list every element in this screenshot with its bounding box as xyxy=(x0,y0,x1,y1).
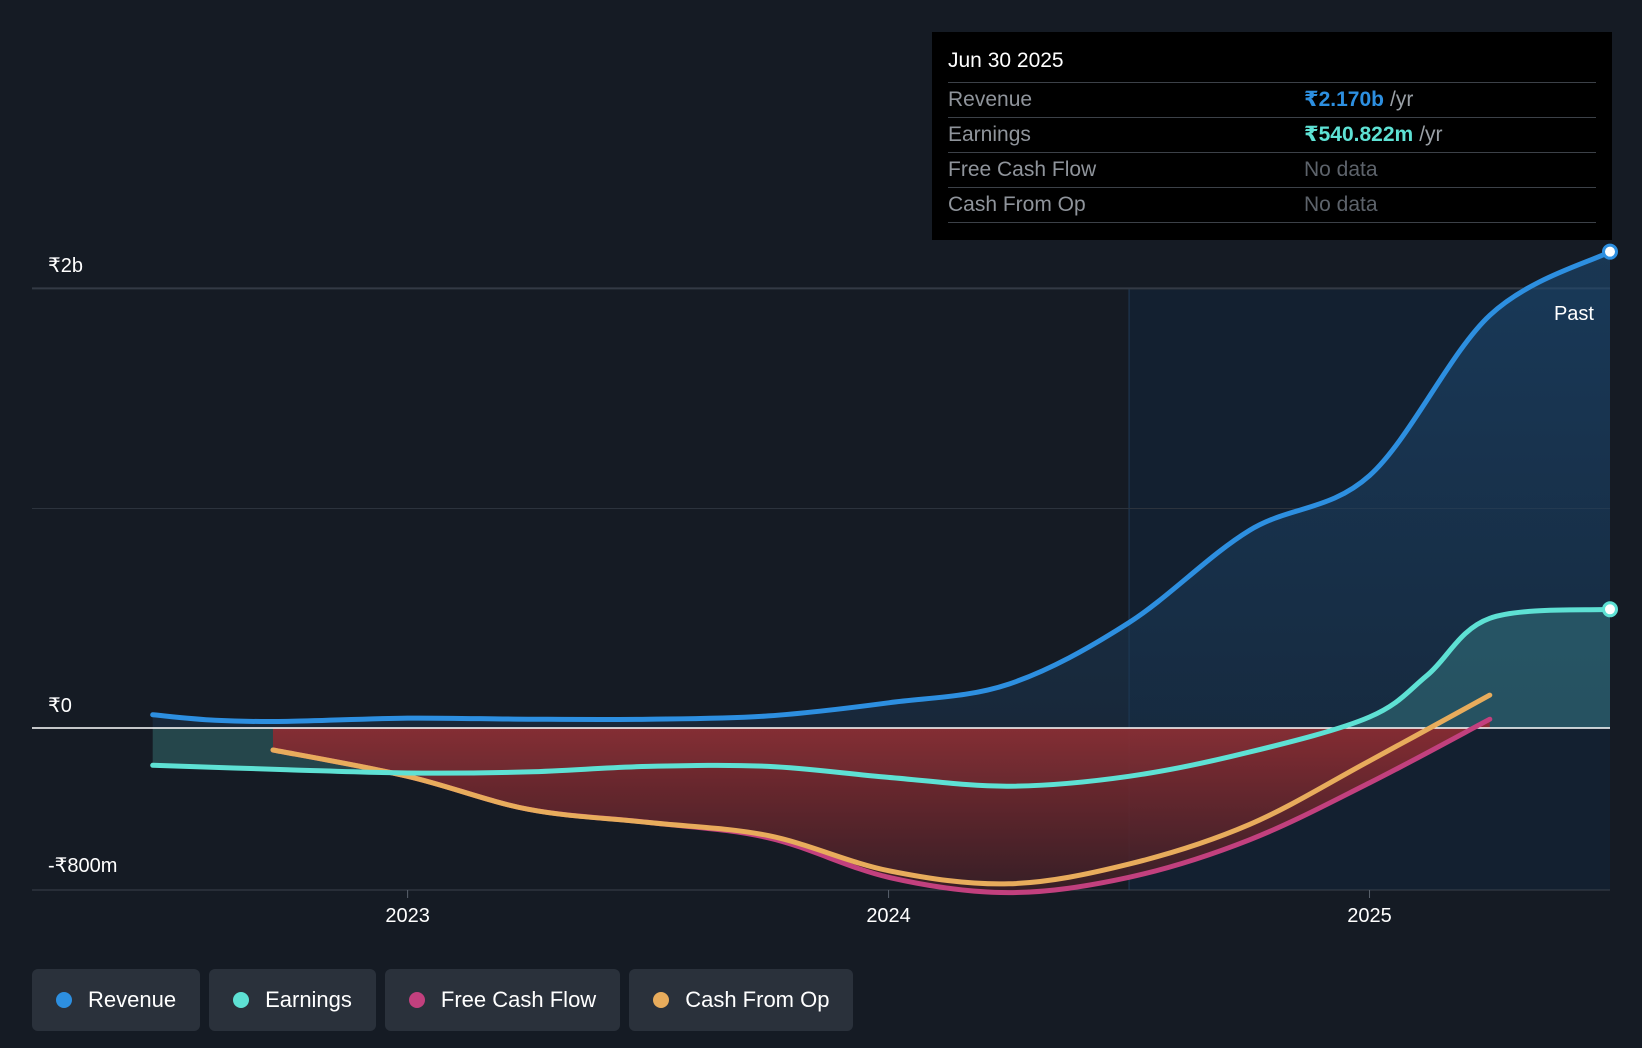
y-label-top: ₹2b xyxy=(48,255,83,277)
legend-item-earnings[interactable]: Earnings xyxy=(209,969,376,1031)
free-cash-flow-dot-icon xyxy=(408,992,425,1008)
revenue-end-marker[interactable] xyxy=(1602,243,1618,260)
tooltip-label: Earnings xyxy=(948,123,1031,146)
tooltip-row-earnings: Earnings ₹540.822m /yr xyxy=(948,118,1596,153)
revenue-dot-icon xyxy=(56,992,72,1008)
y-label-bottom: -₹800m xyxy=(48,855,117,877)
cash-from-op-dot-icon xyxy=(653,992,670,1008)
earnings-line xyxy=(150,606,1613,789)
tooltip-value: ₹2.170b xyxy=(1304,88,1384,111)
legend-item-cash-from-op[interactable]: Cash From Op xyxy=(629,969,854,1031)
tooltip-label: Cash From Op xyxy=(948,193,1086,216)
revenue-area xyxy=(152,251,1611,728)
chart-legend: Revenue Earnings Free Cash Flow Cash Fro… xyxy=(32,969,854,1031)
tooltip-value: No data xyxy=(1304,158,1378,181)
earnings-dot-icon xyxy=(233,992,250,1008)
legend-label: Revenue xyxy=(88,987,177,1012)
tooltip-row-revenue: Revenue ₹2.170b /yr xyxy=(948,83,1596,118)
legend-label: Cash From Op xyxy=(685,987,830,1012)
tooltip-row-free-cash-flow: Free Cash Flow No data xyxy=(948,153,1596,188)
data-tooltip: Jun 30 2025 Revenue ₹2.170b /yr Earnings… xyxy=(932,32,1612,240)
tooltip-value: ₹540.822m xyxy=(1304,123,1414,146)
tooltip-row-cash-from-op: Cash From Op No data xyxy=(948,188,1596,223)
x-tick-label-2024: 2024 xyxy=(866,905,911,927)
legend-item-revenue[interactable]: Revenue xyxy=(32,969,201,1031)
tooltip-unit: /yr xyxy=(1390,88,1414,111)
tooltip-unit: /yr xyxy=(1419,123,1443,146)
y-label-zero: ₹0 xyxy=(48,695,72,717)
x-tick-label-2025: 2025 xyxy=(1347,905,1392,927)
legend-item-free-cash-flow[interactable]: Free Cash Flow xyxy=(384,969,621,1031)
earnings-end-marker[interactable] xyxy=(1602,601,1618,618)
tooltip-label: Revenue xyxy=(948,88,1033,111)
tooltip-label: Free Cash Flow xyxy=(948,158,1097,181)
earnings-revenue-chart: 2023 2024 2025 ₹2b ₹0 -₹800m Past xyxy=(32,243,1618,927)
revenue-line xyxy=(150,249,1613,725)
legend-label: Free Cash Flow xyxy=(440,987,597,1012)
tooltip-date: Jun 30 2025 xyxy=(948,46,1596,83)
tooltip-value: No data xyxy=(1304,193,1378,216)
cash-from-op-line xyxy=(270,692,1493,887)
x-tick-label-2023: 2023 xyxy=(385,905,430,927)
past-label: Past xyxy=(1554,303,1594,325)
legend-label: Earnings xyxy=(265,987,352,1012)
